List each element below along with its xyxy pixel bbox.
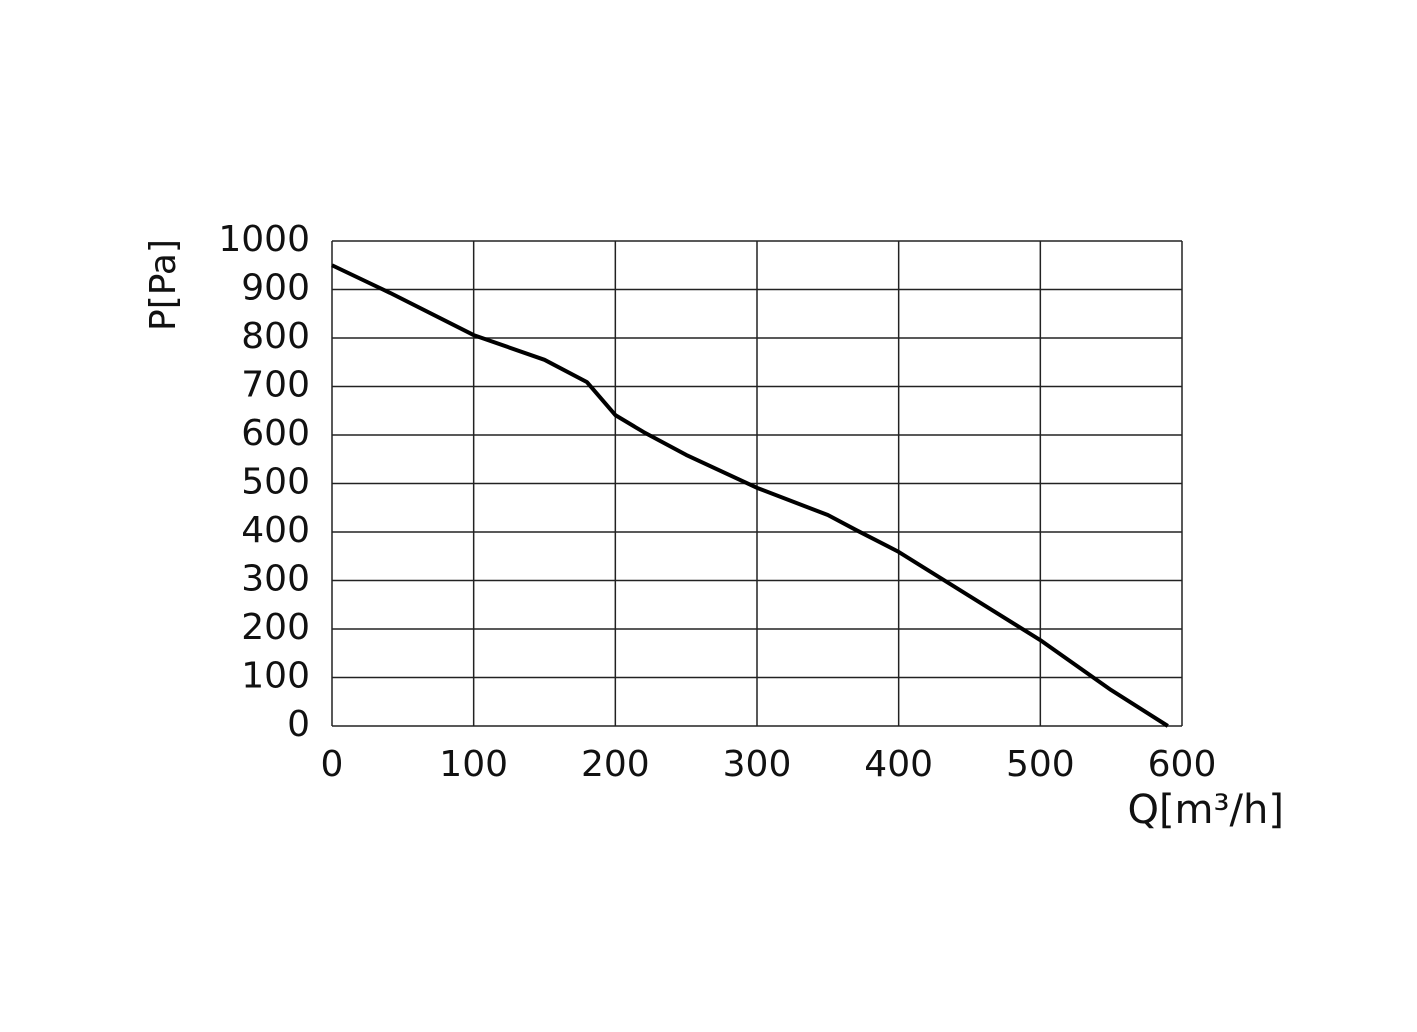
y-tick-label: 800 [241, 316, 310, 357]
y-tick-label: 400 [241, 510, 310, 551]
x-axis-title: Q[m³/h] [1127, 787, 1284, 833]
y-tick-label: 700 [241, 365, 310, 406]
line-series [331, 263, 1169, 728]
y-tick-label: 300 [241, 559, 310, 600]
y-tick-label: 500 [241, 462, 310, 503]
y-tick-label: 600 [241, 413, 310, 454]
x-tick-label: 600 [1148, 744, 1217, 785]
x-tick-label: 200 [581, 744, 650, 785]
y-axis-title: P[Pa] [143, 239, 184, 331]
y-tick-label: 900 [241, 268, 310, 309]
x-tick-label: 100 [439, 744, 508, 785]
y-tick-label: 100 [241, 656, 310, 697]
x-tick-label: 500 [1006, 744, 1075, 785]
y-tick-label: 1000 [218, 219, 310, 260]
y-tick-label: 0 [287, 704, 310, 745]
x-tick-label: 400 [864, 744, 933, 785]
x-tick-label: 300 [723, 744, 792, 785]
y-tick-label: 200 [241, 607, 310, 648]
x-tick-label: 0 [321, 744, 344, 785]
